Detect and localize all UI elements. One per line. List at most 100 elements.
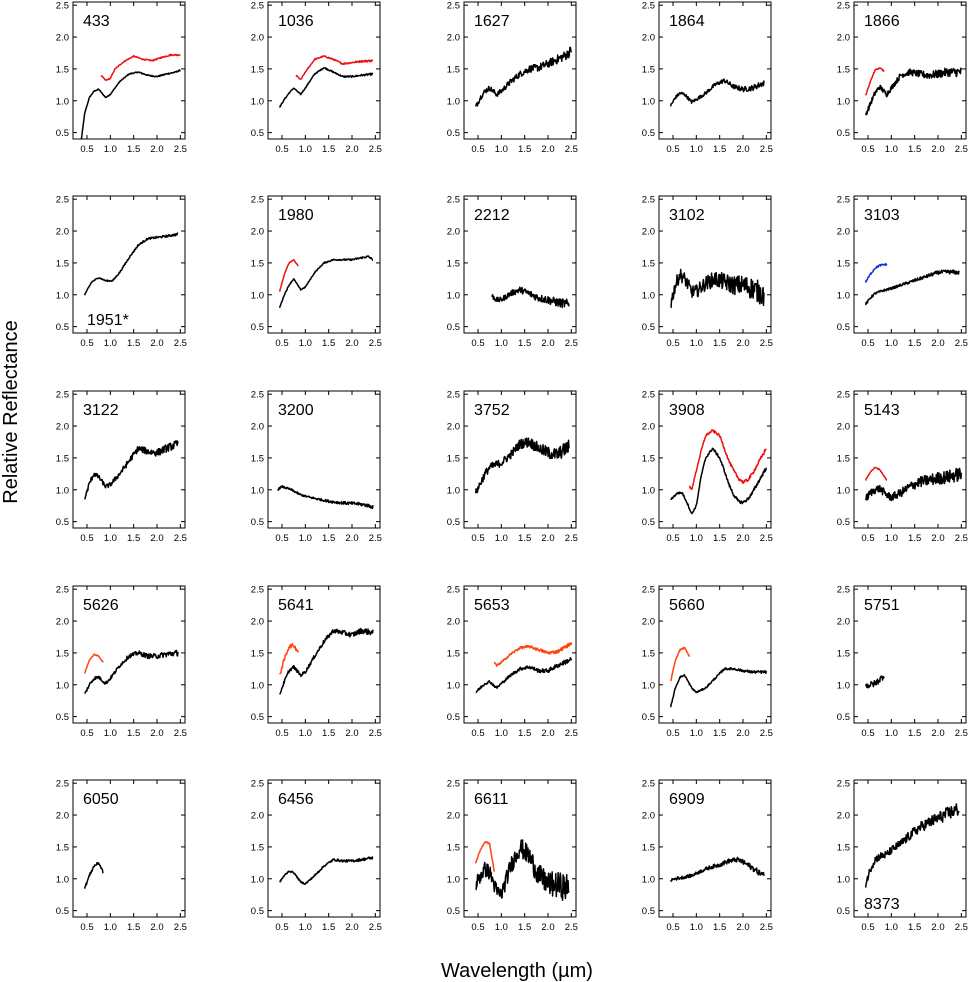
x-tick-label: 1.5: [713, 728, 726, 739]
spectrum-series-line: [279, 627, 374, 695]
y-tick-label: 0.5: [642, 322, 655, 333]
y-tick-label: 1.5: [837, 842, 850, 853]
x-tick-label: 2.5: [760, 533, 773, 544]
x-tick-label: 2.5: [760, 338, 773, 349]
spectrum-panel: 0.5 1.0 1.5 2.0 2.5 0.5 1.0 1.5 2.0 2.5 5641: [251, 585, 382, 739]
x-tick-label: 1.5: [713, 338, 726, 349]
y-tick-label: 2.0: [56, 811, 69, 822]
x-tick-label: 2.5: [565, 533, 578, 544]
y-tick-label: 1.0: [642, 290, 655, 301]
x-tick-label: 1.0: [885, 338, 898, 349]
y-tick-label: 2.5: [642, 585, 655, 596]
x-tick-label: 2.5: [760, 144, 773, 155]
x-tick-label: 0.5: [80, 533, 93, 544]
y-tick-label: 1.0: [642, 485, 655, 496]
x-tick-label: 2.0: [541, 922, 554, 933]
y-tick-label: 2.0: [447, 227, 460, 238]
x-tick-label: 2.0: [931, 922, 944, 933]
spectrum-panel: 0.5 1.0 1.5 2.0 2.5 0.5 1.0 1.5 2.0 2.5 5751: [837, 585, 968, 739]
y-tick-label: 2.5: [447, 1, 460, 12]
y-tick-label: 0.5: [447, 128, 460, 139]
y-tick-label: 0.5: [251, 517, 264, 528]
x-tick-label: 0.5: [666, 338, 679, 349]
x-tick-label: 0.5: [471, 144, 484, 155]
x-tick-label: 2.5: [565, 922, 578, 933]
spectrum-panel: 0.5 1.0 1.5 2.0 2.5 0.5 1.0 1.5 2.0 2.5 3752: [447, 390, 578, 544]
spectrum-series-line: [84, 649, 179, 694]
panel-label: 3752: [474, 402, 510, 419]
y-tick-label: 1.0: [642, 874, 655, 885]
y-tick-label: 0.5: [837, 906, 850, 917]
spectrum-series-line: [864, 466, 888, 481]
x-tick-label: 1.0: [299, 533, 312, 544]
x-tick-label: 0.5: [80, 922, 93, 933]
y-axis-title: Relative Reflectance: [0, 320, 22, 503]
panel-frame: [72, 1, 186, 140]
y-tick-label: 1.5: [56, 258, 69, 269]
y-tick-label: 2.5: [447, 195, 460, 206]
y-tick-label: 1.5: [251, 453, 264, 464]
x-tick-label: 0.5: [471, 922, 484, 933]
panel-label: 5751: [864, 597, 900, 614]
y-tick-label: 0.5: [251, 128, 264, 139]
spectrum-panel: 0.5 1.0 1.5 2.0 2.5 0.5 1.0 1.5 2.0 2.5 1951*: [56, 195, 187, 349]
x-tick-label: 1.0: [104, 144, 117, 155]
spectrum-panel: 0.5 1.0 1.5 2.0 2.5 0.5 1.0 1.5 2.0 2.5 1864: [642, 1, 773, 155]
spectrum-series-line: [475, 839, 570, 901]
y-tick-label: 2.0: [56, 617, 69, 628]
spectrum-series-line: [670, 447, 768, 515]
spectrum-series-line: [670, 268, 765, 309]
x-tick-label: 2.0: [150, 728, 163, 739]
y-tick-label: 2.0: [56, 422, 69, 433]
y-tick-label: 0.5: [56, 128, 69, 139]
x-tick-label: 0.5: [80, 144, 93, 155]
x-tick-label: 0.5: [275, 922, 288, 933]
y-tick-label: 1.5: [447, 648, 460, 659]
y-tick-label: 2.5: [56, 1, 69, 12]
panel-frame: [658, 390, 772, 529]
y-tick-label: 2.0: [837, 422, 850, 433]
y-tick-label: 2.0: [251, 33, 264, 44]
y-tick-label: 2.0: [642, 33, 655, 44]
y-tick-label: 1.5: [56, 64, 69, 75]
x-tick-label: 2.0: [931, 728, 944, 739]
x-tick-label: 2.0: [736, 533, 749, 544]
panel-grid: 0.5 1.0 1.5 2.0 2.5 0.5 1.0 1.5 2.0 2.5 433 0.5 1.0 1…: [56, 1, 968, 933]
x-tick-label: 1.0: [104, 922, 117, 933]
x-tick-label: 1.5: [322, 533, 335, 544]
x-tick-label: 1.5: [518, 728, 531, 739]
x-tick-label: 1.5: [713, 922, 726, 933]
x-tick-label: 2.0: [345, 533, 358, 544]
panel-frame: [463, 1, 577, 140]
spectrum-panel: 0.5 1.0 1.5 2.0 2.5 0.5 1.0 1.5 2.0 2.5 3103: [837, 195, 968, 349]
y-tick-label: 1.0: [447, 485, 460, 496]
x-tick-label: 1.5: [322, 922, 335, 933]
x-tick-label: 2.0: [931, 338, 944, 349]
spectrum-panel: 0.5 1.0 1.5 2.0 2.5 0.5 1.0 1.5 2.0 2.5 8373: [837, 779, 968, 933]
spectrum-series-line: [83, 653, 104, 674]
x-tick-label: 1.5: [518, 338, 531, 349]
spectrum-panel: 0.5 1.0 1.5 2.0 2.5 0.5 1.0 1.5 2.0 2.5 3908: [642, 390, 773, 544]
y-tick-label: 0.5: [447, 322, 460, 333]
spectrum-panel: 0.5 1.0 1.5 2.0 2.5 0.5 1.0 1.5 2.0 2.5 3102: [642, 195, 773, 349]
spectrum-series-line: [80, 69, 181, 139]
spectrum-series-line: [278, 67, 374, 108]
panel-frame: [72, 779, 186, 918]
x-tick-label: 0.5: [471, 533, 484, 544]
y-tick-label: 2.0: [642, 422, 655, 433]
y-tick-label: 2.5: [642, 195, 655, 206]
x-tick-label: 2.5: [955, 338, 968, 349]
x-tick-label: 1.0: [299, 728, 312, 739]
panel-label: 2212: [474, 207, 510, 224]
x-tick-label: 1.0: [495, 728, 508, 739]
panel-frame: [853, 390, 967, 529]
y-tick-label: 2.5: [447, 390, 460, 401]
spectrum-series-line: [669, 667, 768, 708]
x-tick-label: 2.5: [369, 338, 382, 349]
x-tick-label: 2.0: [541, 533, 554, 544]
panel-frame: [853, 779, 967, 918]
y-tick-label: 0.5: [56, 517, 69, 528]
y-tick-label: 2.0: [642, 617, 655, 628]
panel-frame: [267, 390, 381, 529]
y-tick-label: 2.5: [837, 390, 850, 401]
